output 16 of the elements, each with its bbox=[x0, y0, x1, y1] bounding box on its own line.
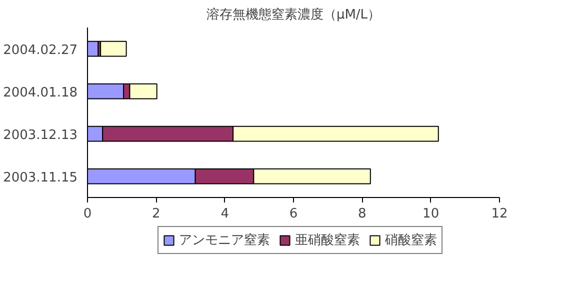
x-tick-label: 10 bbox=[422, 206, 440, 222]
x-tick-label: 8 bbox=[358, 206, 366, 222]
y-tick-label: 2004.02.27 bbox=[3, 42, 78, 58]
y-tick-label: 2003.12.13 bbox=[3, 128, 78, 143]
x-tick-label: 6 bbox=[289, 206, 298, 222]
y-tick-label: 2004.01.18 bbox=[3, 85, 78, 100]
legend-label: 亜硝酸窒素 bbox=[295, 232, 360, 249]
legend-label: アンモニア窒素 bbox=[179, 232, 270, 249]
x-tick-label: 2 bbox=[152, 206, 160, 222]
x-tick-label: 12 bbox=[491, 206, 508, 222]
y-tick-label: 2003.11.15 bbox=[3, 170, 78, 186]
x-tick-label: 4 bbox=[220, 206, 229, 222]
chart-title: 溶存無機態窒素濃度（μM/L） bbox=[206, 6, 381, 22]
legend-label: 硝酸窒素 bbox=[385, 232, 437, 249]
bar bbox=[100, 40, 127, 57]
x-tick-label: 0 bbox=[83, 206, 92, 222]
